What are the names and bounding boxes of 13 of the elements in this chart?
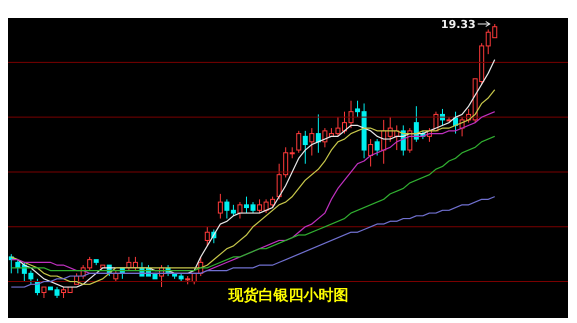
candlestick — [492, 24, 498, 38]
annotation: 19.33 — [440, 18, 476, 31]
candlestick — [204, 226, 210, 246]
candlestick — [374, 138, 380, 156]
candlestick — [237, 202, 242, 220]
candlestick — [41, 286, 46, 298]
candlestick — [302, 130, 308, 164]
candlestick — [368, 138, 374, 167]
candlestick — [309, 128, 314, 156]
candlestick — [218, 193, 223, 220]
candlestick — [316, 114, 321, 154]
text: 现货白银四小时图 — [227, 286, 350, 305]
candlestick — [296, 130, 302, 154]
